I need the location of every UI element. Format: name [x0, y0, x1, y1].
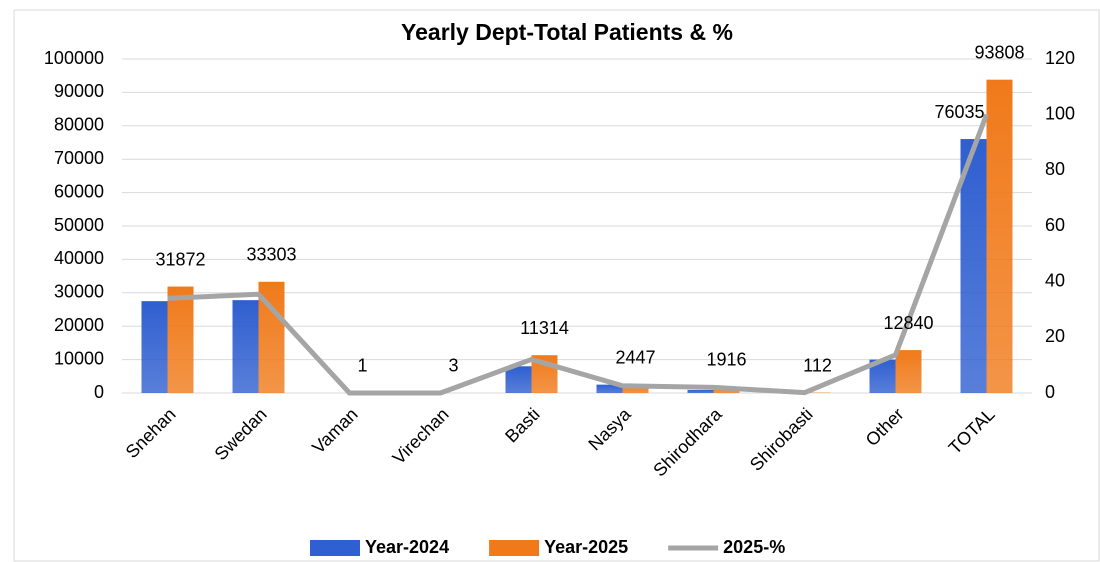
- bar: [960, 139, 987, 393]
- chart-frame: [13, 9, 1100, 562]
- data-label: 1: [357, 356, 367, 376]
- y2-tick-label: 100: [1045, 103, 1075, 123]
- bar: [232, 300, 259, 393]
- legend-label: 2025-%: [723, 537, 785, 557]
- legend-label: Year-2024: [365, 537, 449, 557]
- data-label: 2447: [615, 348, 655, 368]
- y-tick-label: 50000: [54, 215, 104, 235]
- bar: [622, 384, 649, 393]
- legend-label: Year-2025: [544, 537, 628, 557]
- y-tick-label: 70000: [54, 148, 104, 168]
- data-label: 31872: [155, 249, 205, 269]
- legend-swatch: [489, 540, 540, 556]
- bar: [986, 79, 1013, 394]
- y-tick-label: 100000: [44, 48, 104, 68]
- y-tick-label: 20000: [54, 315, 104, 335]
- y-tick-label: 30000: [54, 282, 104, 302]
- data-label: 76035: [934, 102, 984, 122]
- y2-tick-label: 80: [1045, 159, 1065, 179]
- data-label: 112: [803, 355, 832, 375]
- y2-tick-label: 0: [1045, 382, 1055, 402]
- data-label: 1916: [706, 349, 746, 369]
- bar: [167, 286, 194, 393]
- legend-swatch: [310, 540, 360, 556]
- bar: [505, 366, 532, 393]
- data-label: 3: [448, 356, 458, 376]
- chart-title: Yearly Dept-Total Patients & %: [401, 19, 733, 45]
- data-label: 33303: [246, 245, 296, 265]
- y2-tick-label: 60: [1045, 215, 1065, 235]
- data-label: 12840: [883, 313, 933, 333]
- bar: [141, 301, 168, 393]
- y-tick-label: 10000: [54, 348, 104, 368]
- y2-tick-label: 20: [1045, 326, 1065, 346]
- data-label: 93808: [974, 42, 1024, 62]
- y-tick-label: 40000: [54, 248, 104, 268]
- line: [167, 113, 989, 396]
- bar: [596, 384, 623, 393]
- data-label: 11314: [520, 318, 569, 338]
- y-tick-label: 0: [94, 382, 104, 402]
- y2-tick-label: 120: [1045, 48, 1075, 68]
- y-tick-label: 80000: [54, 115, 104, 135]
- bar: [895, 350, 922, 393]
- y-tick-label: 90000: [54, 81, 104, 101]
- bar: [687, 389, 714, 393]
- y-tick-label: 60000: [54, 181, 104, 201]
- y2-tick-label: 40: [1045, 270, 1065, 290]
